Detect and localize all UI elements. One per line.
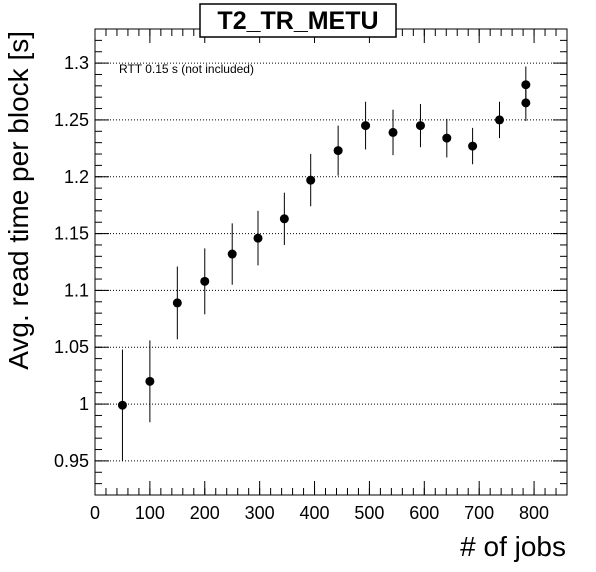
data-series	[117, 66, 531, 461]
data-point	[494, 115, 504, 125]
x-axis: 0 100 200 300 400 500 600 700 800	[90, 29, 568, 523]
data-point	[361, 121, 371, 131]
data-point	[333, 146, 343, 156]
y-tick-label: 1	[79, 394, 89, 414]
data-point	[227, 249, 237, 259]
data-point	[415, 121, 425, 131]
grid-lines	[95, 62, 567, 462]
y-tick-label: 1.3	[64, 53, 89, 73]
data-point	[468, 141, 478, 151]
y-axis: 0.95 1 1.05 1.1 1.15 1.2 1.25 1.3	[54, 28, 567, 496]
x-tick-label: 700	[464, 503, 494, 523]
chart-annotation: RTT 0.15 s (not included)	[119, 62, 254, 76]
x-tick-label: 200	[190, 503, 220, 523]
y-tick-label: 1.05	[54, 337, 89, 357]
data-point	[279, 214, 289, 224]
data-point	[306, 175, 316, 185]
plot-frame	[94, 28, 568, 496]
x-tick-label: 300	[245, 503, 275, 523]
x-tick-label: 600	[409, 503, 439, 523]
data-point	[388, 127, 398, 137]
data-point	[117, 400, 127, 410]
data-point	[200, 276, 210, 286]
chart-title: T2_TR_METU	[217, 7, 378, 35]
x-tick-label: 100	[135, 503, 165, 523]
data-point	[253, 233, 263, 243]
y-tick-label: 1.2	[64, 167, 89, 187]
x-tick-label: 500	[354, 503, 384, 523]
title-box: T2_TR_METU	[199, 3, 397, 38]
x-tick-label: 400	[300, 503, 330, 523]
y-tick-label: 1.1	[64, 280, 89, 300]
y-tick-label: 1.15	[54, 224, 89, 244]
y-tick-label: 1.25	[54, 110, 89, 130]
data-point	[145, 376, 155, 386]
x-tick-label: 0	[90, 503, 100, 523]
data-point	[172, 298, 182, 308]
x-tick-label: 800	[519, 503, 549, 523]
data-point	[442, 133, 452, 143]
y-tick-label: 0.95	[54, 451, 89, 471]
x-axis-label: # of jobs	[460, 531, 566, 562]
data-point	[521, 80, 531, 90]
y-axis-label: Avg. read time per block [s]	[3, 31, 34, 370]
